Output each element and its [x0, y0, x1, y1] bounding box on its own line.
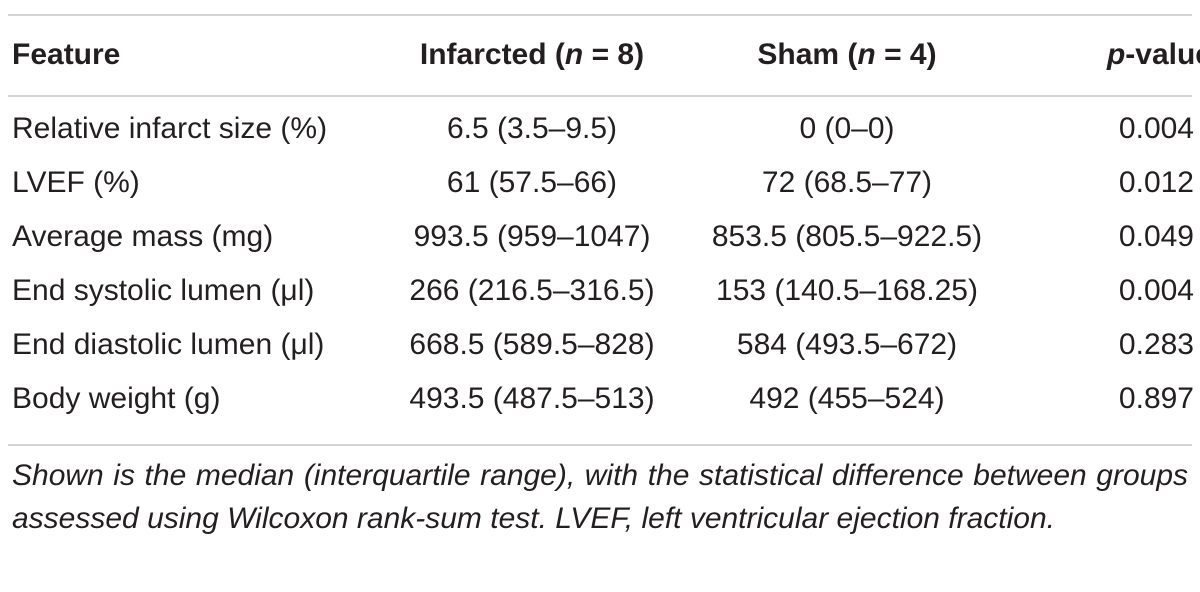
feature-cell: LVEF (%): [12, 166, 140, 199]
feature-cell: End diastolic lumen (μl): [12, 328, 325, 361]
sham-cell: 492 (455–524): [749, 382, 945, 415]
infarcted-cell: 668.5 (589.5–828): [409, 328, 655, 361]
table-row: LVEF (%) 61 (57.5–66) 72 (68.5–77) 0.012: [0, 156, 1200, 210]
feature-cell: Relative infarct size (%): [12, 112, 328, 145]
header-feature: Feature: [12, 38, 121, 71]
header-infarcted: Infarcted (n = 8): [419, 38, 645, 71]
infarcted-cell: 993.5 (959–1047): [413, 220, 651, 253]
p-value-cell: 0.004: [1118, 112, 1194, 145]
table-footnote: Shown is the median (interquartile range…: [12, 459, 1188, 535]
sham-cell: 0 (0–0): [799, 112, 895, 145]
p-value-cell: 0.012: [1118, 166, 1194, 199]
sham-cell: 153 (140.5–168.25): [716, 274, 978, 307]
p-value-cell: 0.283: [1118, 328, 1194, 361]
table-row: Relative infarct size (%) 6.5 (3.5–9.5) …: [0, 94, 1200, 156]
infarcted-cell: 61 (57.5–66): [446, 166, 618, 199]
table-row: End systolic lumen (μl) 266 (216.5–316.5…: [0, 264, 1200, 318]
table-row: Average mass (mg) 993.5 (959–1047) 853.5…: [0, 210, 1200, 264]
feature-cell: Average mass (mg): [12, 220, 274, 253]
table-row: End diastolic lumen (μl) 668.5 (589.5–82…: [0, 318, 1200, 372]
p-value-cell: 0.049: [1118, 220, 1194, 253]
p-value-cell: 0.897: [1118, 382, 1194, 415]
header-p-value: p-value: [1106, 38, 1200, 71]
sham-cell: 853.5 (805.5–922.5): [711, 220, 983, 253]
header-rule: [8, 95, 1192, 97]
infarcted-cell: 266 (216.5–316.5): [409, 274, 655, 307]
sham-cell: 584 (493.5–672): [736, 328, 958, 361]
header-sham: Sham (n = 4): [757, 38, 937, 71]
p-value-cell: 0.004: [1118, 274, 1194, 307]
data-table: Feature Infarcted (n = 8) Sham (n = 4) p…: [0, 16, 1200, 426]
feature-cell: Body weight (g): [12, 382, 221, 415]
infarcted-cell: 6.5 (3.5–9.5): [446, 112, 618, 145]
top-rule: [8, 14, 1192, 16]
infarcted-cell: 493.5 (487.5–513): [409, 382, 655, 415]
table-row: Body weight (g) 493.5 (487.5–513) 492 (4…: [0, 372, 1200, 426]
feature-cell: End systolic lumen (μl): [12, 274, 315, 307]
sham-cell: 72 (68.5–77): [761, 166, 933, 199]
bottom-rule: [8, 444, 1192, 446]
header-row: Feature Infarcted (n = 8) Sham (n = 4) p…: [0, 16, 1200, 94]
